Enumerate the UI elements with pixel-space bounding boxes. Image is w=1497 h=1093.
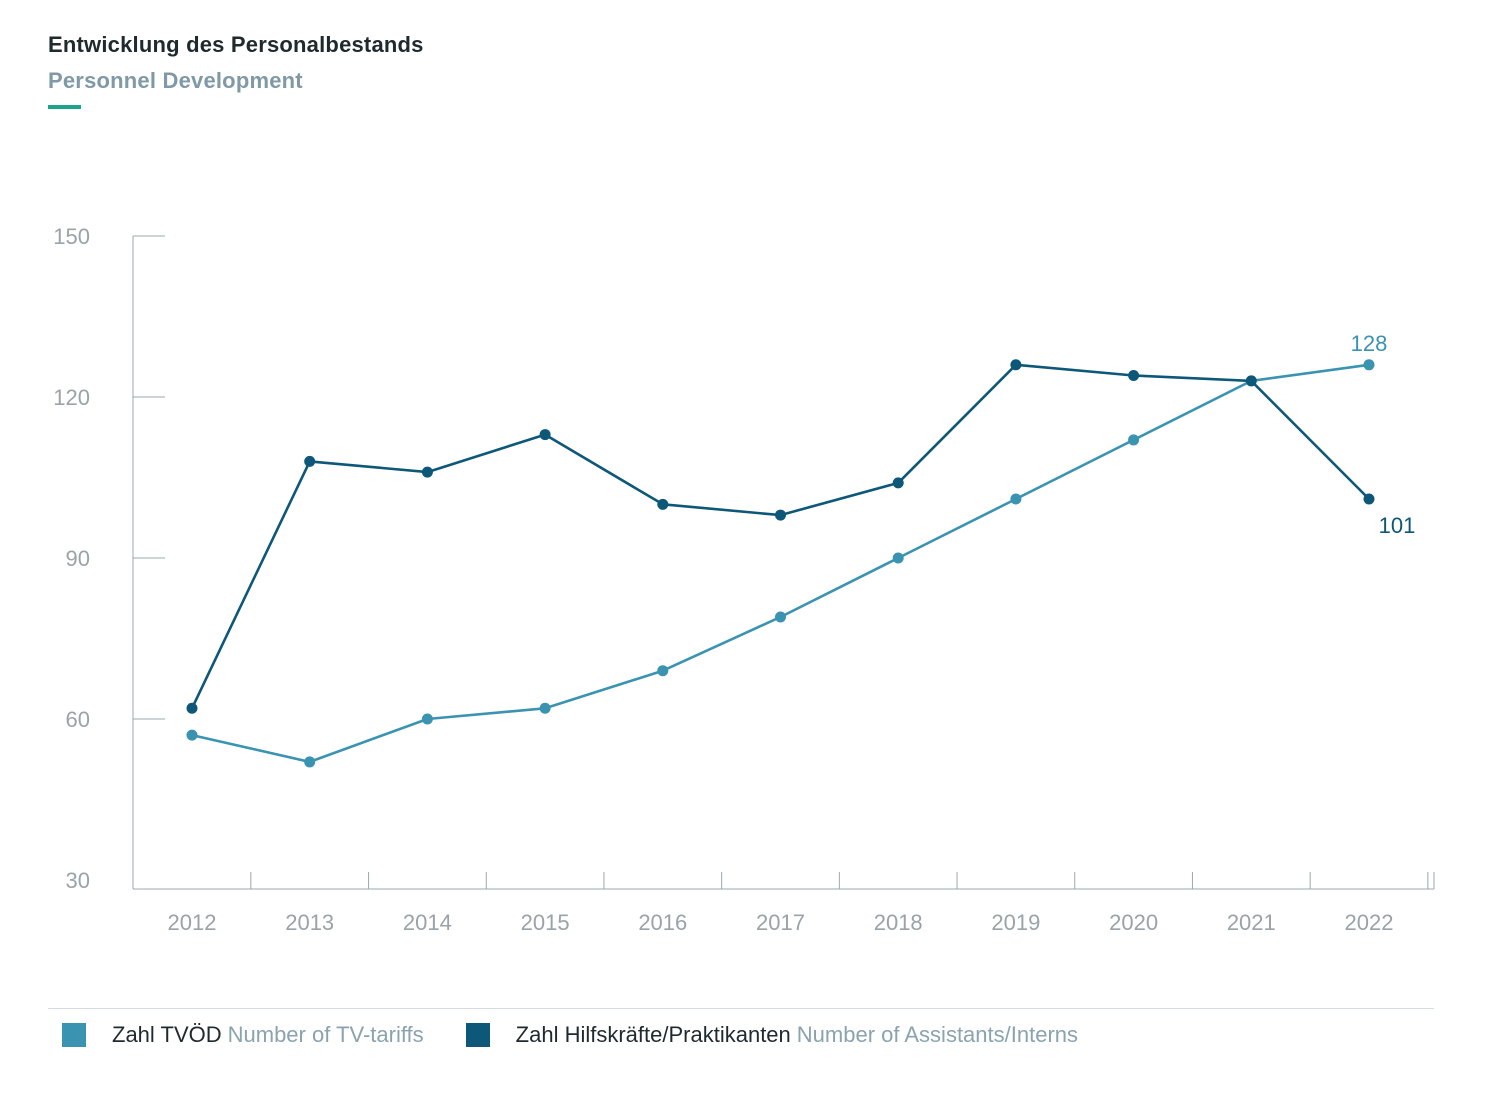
legend-swatch-tvoed bbox=[62, 1023, 86, 1047]
x-tick-label: 2015 bbox=[521, 910, 570, 935]
legend-item-assistants: Zahl Hilfskräfte/Praktikanten Number of … bbox=[465, 1022, 1079, 1048]
x-tick-label: 2018 bbox=[874, 910, 923, 935]
y-tick-label: 60 bbox=[66, 707, 90, 732]
y-tick-label: 30 bbox=[66, 868, 90, 893]
data-point bbox=[1363, 493, 1375, 505]
data-point bbox=[1245, 375, 1257, 387]
data-point bbox=[657, 665, 669, 677]
y-tick-label: 90 bbox=[66, 546, 90, 571]
data-point bbox=[775, 611, 786, 623]
legend-label-de: Zahl TVÖD bbox=[112, 1022, 222, 1047]
x-tick-label: 2017 bbox=[756, 910, 805, 935]
legend: Zahl TVÖD Number of TV-tariffs Zahl Hilf… bbox=[62, 1020, 1120, 1050]
x-tick-label: 2012 bbox=[168, 910, 217, 935]
end-value-label: 101 bbox=[1379, 513, 1416, 538]
data-point bbox=[186, 702, 198, 714]
data-point bbox=[1128, 370, 1140, 382]
legend-label-en: Number of Assistants/Interns bbox=[796, 1022, 1079, 1047]
series-1: 101 bbox=[186, 359, 1416, 714]
y-tick-label: 150 bbox=[53, 224, 90, 249]
chart-title: Entwicklung des Personalbestands bbox=[48, 32, 424, 57]
data-point bbox=[539, 702, 551, 714]
data-point bbox=[304, 455, 316, 467]
y-tick-label: 120 bbox=[53, 385, 90, 410]
x-tick-label: 2019 bbox=[991, 910, 1040, 935]
data-point bbox=[1128, 434, 1140, 446]
legend-divider bbox=[48, 1008, 1434, 1009]
x-tick-label: 2021 bbox=[1227, 910, 1276, 935]
data-point bbox=[657, 498, 669, 510]
data-point bbox=[421, 713, 433, 725]
data-point bbox=[1363, 359, 1375, 371]
title-accent-bar bbox=[48, 105, 81, 109]
series-0: 128 bbox=[186, 331, 1388, 768]
data-point bbox=[304, 756, 316, 768]
x-tick-label: 2016 bbox=[638, 910, 687, 935]
x-tick-label: 2022 bbox=[1345, 910, 1394, 935]
data-point bbox=[892, 552, 904, 564]
chart-subtitle: Personnel Development bbox=[48, 68, 303, 93]
data-point bbox=[421, 466, 433, 478]
chart-axes: 30 60 90 120 150 2012 2013 2014 2015 2016 2017 2018… bbox=[53, 224, 1435, 935]
legend-label-de: Zahl Hilfskräfte/Praktikanten bbox=[515, 1022, 791, 1047]
end-value-label: 128 bbox=[1351, 331, 1388, 356]
x-tick-label: 2020 bbox=[1109, 910, 1158, 935]
series-line bbox=[191, 363, 1370, 764]
data-point bbox=[775, 509, 786, 521]
legend-swatch-assistants bbox=[465, 1023, 490, 1047]
data-point bbox=[539, 429, 551, 441]
data-point bbox=[1010, 359, 1022, 371]
legend-item-tvoed: Zahl TVÖD Number of TV-tariffs bbox=[62, 1022, 424, 1048]
x-tick-label: 2013 bbox=[285, 910, 334, 935]
series-line bbox=[190, 363, 1370, 709]
chart-series: 128 101 bbox=[186, 331, 1416, 768]
data-point bbox=[186, 729, 198, 741]
data-point bbox=[892, 477, 904, 489]
legend-label-en: Number of TV-tariffs bbox=[227, 1022, 424, 1047]
x-tick-label: 2014 bbox=[403, 910, 452, 935]
data-point bbox=[1010, 493, 1022, 505]
